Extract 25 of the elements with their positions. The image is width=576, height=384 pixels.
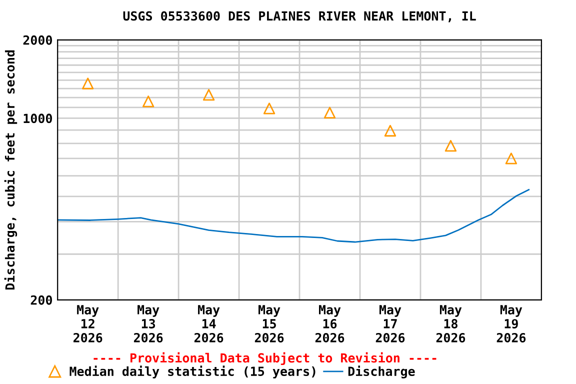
x-tick-label: May 14 2026 [194, 305, 224, 342]
point [263, 102, 276, 114]
legend-label: Median daily statistic (15 years) [70, 366, 316, 378]
x-tick-label: May 12 2026 [73, 305, 102, 342]
x-tick-label: May 19 2026 [496, 305, 526, 342]
point [142, 96, 154, 108]
x-tick-label: May 17 2026 [376, 305, 405, 342]
point [202, 88, 215, 101]
y-tick-label: 2000 [23, 35, 52, 45]
y-tick-label: 1000 [24, 114, 52, 124]
y-tick-label: 200 [30, 295, 52, 305]
x-tick-label: May 15 2026 [254, 305, 284, 342]
y-axis-title: Discharge, cubic feet per second [4, 50, 18, 290]
point [384, 124, 396, 137]
text: ---- Provisional Data Subject to Revision ---- [94, 352, 436, 366]
x-tick-label: May 18 2026 [436, 305, 466, 342]
legend-label: Discharge [348, 366, 415, 378]
point [82, 78, 94, 90]
point [444, 140, 457, 152]
point [324, 106, 336, 119]
chart-title: USGS 05533600 DES PLAINES RIVER NEAR LEMONT, IL [123, 11, 476, 22]
x-tick-label: May 16 2026 [315, 305, 344, 342]
point [505, 152, 518, 164]
x-tick-label: May 13 2026 [134, 305, 163, 342]
line-series [58, 188, 530, 243]
